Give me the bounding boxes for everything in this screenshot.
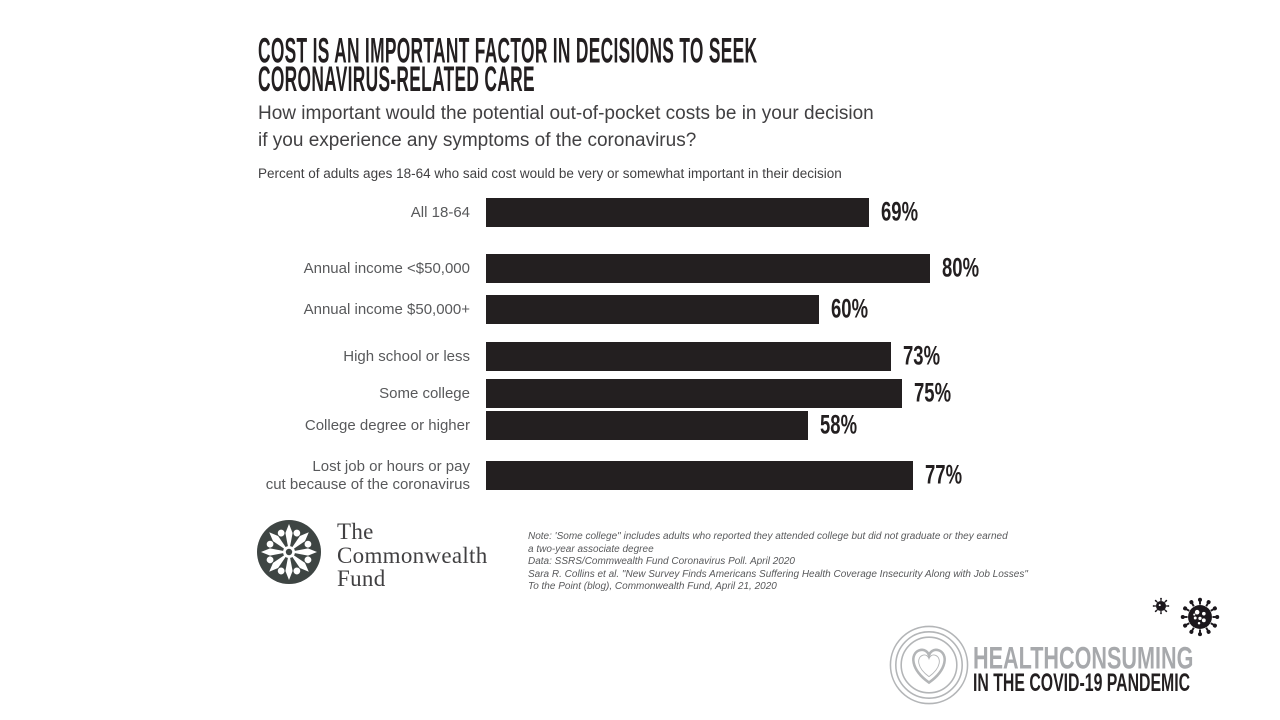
bar-label: High school or less xyxy=(343,347,470,365)
bar-value-label: 73% xyxy=(903,341,941,371)
chart-row: All 18-64 69% xyxy=(0,197,1280,227)
bar xyxy=(486,379,903,408)
note-line-3: Data: SSRS/Commwealth Fund Coronavirus P… xyxy=(528,556,795,567)
bar-label: Annual income $50,000+ xyxy=(303,300,470,318)
subtitle-line-2: if you experience any symptoms of the co… xyxy=(258,130,697,151)
cwf-text-line-1: The xyxy=(337,519,374,544)
bar xyxy=(486,342,892,371)
chart-row: Annual income <$50,000 80% xyxy=(0,253,1280,283)
page-title: COST IS AN IMPORTANT FACTOR IN DECISIONS… xyxy=(258,31,818,97)
chart-row: Annual income $50,000+ 60% xyxy=(0,294,1280,324)
title-line-1: COST IS AN IMPORTANT FACTOR IN DECISIONS… xyxy=(258,31,758,70)
cwf-text-line-2: Commonwealth xyxy=(337,542,488,568)
survey-question: How important would the potential out-of… xyxy=(258,100,958,154)
note-line-4: Sara R. Collins et al. "New Survey Finds… xyxy=(528,568,1028,580)
cwf-text-line-3: Fund xyxy=(337,566,386,591)
bar-label: College degree or higher xyxy=(304,416,470,434)
chart-row: High school or less 73% xyxy=(0,341,1280,371)
bar xyxy=(486,411,808,440)
chart-row: Some college 75% xyxy=(0,378,1280,408)
note-line-5: To the Point (blog), Commonwealth Fund, … xyxy=(528,581,777,592)
bar-value-label: 75% xyxy=(914,378,952,408)
bar xyxy=(486,254,930,283)
covid-pandemic-tagline: IN THE COVID-19 PANDEMIC xyxy=(973,669,1280,697)
bar-label: All 18-64 xyxy=(410,203,470,221)
bar xyxy=(486,295,819,324)
chart-descriptor: Percent of adults ages 18-64 who said co… xyxy=(258,166,842,181)
chart-row: College degree or higher 58% xyxy=(0,410,1280,440)
bar-value-label: 60% xyxy=(831,294,869,324)
bar-value-label: 80% xyxy=(942,253,980,283)
bar xyxy=(486,461,914,490)
healthconsuming-wordmark: HEALTHCONSUMING xyxy=(973,641,1279,676)
heart-rings-logo-icon xyxy=(889,625,969,705)
commonwealth-fund-logo-text: The Commonwealth Fund xyxy=(337,520,488,591)
healthconsuming-text: HEALTHCONSUMING xyxy=(973,641,1194,676)
bar-value-label: 58% xyxy=(819,410,857,440)
note-line-2: a two-year associate degree xyxy=(528,543,654,555)
title-line-2: CORONAVIRUS-RELATED CARE xyxy=(258,59,535,99)
commonwealth-fund-logo-icon xyxy=(257,520,321,584)
chart-row: Lost job or hours or pay cut because of … xyxy=(0,457,1280,493)
bar-label: Lost job or hours or pay cut because of … xyxy=(265,457,470,493)
bar-label: Some college xyxy=(379,384,470,402)
bar-value-label: 69% xyxy=(880,197,918,227)
bar-value-label: 77% xyxy=(925,460,963,490)
coronavirus-large-icon xyxy=(1180,597,1220,637)
note-line-1: Note: 'Some college" includes adults who… xyxy=(528,531,1008,542)
bar xyxy=(486,198,869,227)
source-notes: Note: 'Some college" includes adults who… xyxy=(528,531,1033,594)
bar-chart: All 18-64 69% Annual income <$50,000 80% Ann… xyxy=(0,197,1280,493)
coronavirus-small-icon xyxy=(1152,597,1170,615)
subtitle-line-1: How important would the potential out-of… xyxy=(258,103,874,124)
bar-label: Annual income <$50,000 xyxy=(303,259,470,277)
covid-pandemic-text: IN THE COVID-19 PANDEMIC xyxy=(973,669,1191,698)
